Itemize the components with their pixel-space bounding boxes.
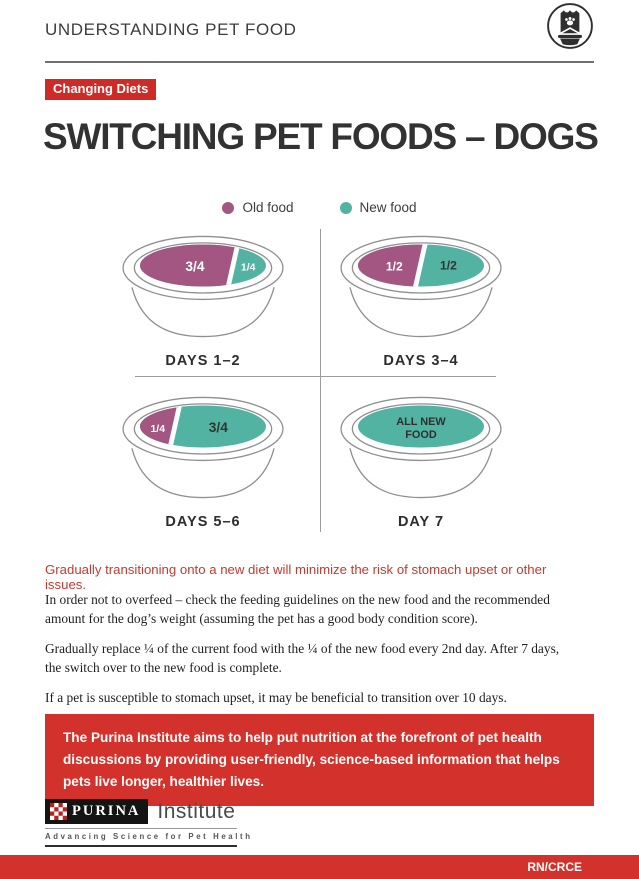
bowl-diagram-days-3-4: 1/2 1/2 DAYS 3–4	[336, 234, 506, 369]
portion-label-old: 1/2	[386, 259, 403, 273]
purina-logo-box: PURINA	[45, 799, 149, 824]
paragraph: Gradually replace ¼ of the current food …	[45, 641, 560, 676]
portion-label-old: 3/4	[185, 259, 204, 274]
portion-label-old: 1/4	[150, 423, 165, 435]
legend-item-new-food: New food	[339, 200, 417, 215]
diagram-horizontal-divider	[135, 376, 496, 377]
footer-bar: RN/CRCE	[0, 855, 639, 879]
legend-item-old-food: Old food	[222, 200, 294, 215]
bowl-diagram-days-1-2: 3/4 1/4 DAYS 1–2	[118, 234, 288, 369]
bowl-caption: DAYS 5–6	[165, 514, 241, 530]
old-food-dot-icon	[222, 201, 235, 214]
body-text: In order not to overfeed – check the fee…	[45, 590, 578, 718]
new-food-dot-icon	[339, 201, 352, 214]
paragraph: In order not to overfeed – check the fee…	[45, 592, 550, 627]
section-badge: Changing Diets	[45, 79, 157, 100]
page-header-title: UNDERSTANDING PET FOOD	[45, 20, 297, 39]
bowl-illustration: ALL NEW FOOD	[340, 396, 502, 499]
portion-label-all-new-line2: FOOD	[405, 429, 437, 441]
logo-row: PURINA Institute	[45, 799, 237, 824]
paragraph: If a pet is susceptible to stomach upset…	[45, 690, 507, 706]
page-title: SWITCHING PET FOODS – DOGS	[43, 116, 599, 157]
purina-institute-logo: PURINA Institute Advancing Science for P…	[45, 799, 253, 847]
purina-institute-callout: The Purina Institute aims to help put nu…	[45, 714, 594, 807]
portion-label-new: 3/4	[209, 420, 228, 435]
legend-label: New food	[359, 200, 417, 215]
lead-sentence: Gradually transitioning onto a new diet …	[45, 562, 547, 592]
brand-suffix: Institute	[157, 799, 236, 823]
legend: Old food New food	[0, 200, 639, 215]
portion-label-new: 1/2	[440, 259, 457, 273]
bowl-diagram-days-5-6: 1/4 3/4 DAYS 5–6	[118, 395, 288, 530]
document-code: RN/CRCE	[527, 860, 582, 874]
header-divider	[45, 61, 594, 63]
bowl-illustration: 3/4 1/4	[122, 235, 284, 338]
legend-label: Old food	[242, 200, 294, 215]
diagram-vertical-divider	[320, 229, 321, 532]
pet-food-bag-bowl-icon	[546, 2, 594, 55]
bowl-caption: DAY 7	[397, 514, 445, 530]
bowl-caption: DAYS 3–4	[383, 353, 459, 369]
checkerboard-icon	[50, 803, 67, 820]
bowl-illustration: 1/4 3/4	[122, 396, 284, 499]
bowl-illustration: 1/2 1/2	[340, 235, 502, 338]
brand-name: PURINA	[72, 803, 141, 819]
bowl-diagram-day-7: ALL NEW FOOD DAY 7	[336, 395, 506, 530]
portion-label-all-new-line1: ALL NEW	[396, 416, 446, 428]
brand-tagline: Advancing Science for Pet Health	[45, 832, 253, 841]
tagline-rule-block: Advancing Science for Pet Health	[45, 828, 253, 847]
bowl-caption: DAYS 1–2	[165, 353, 241, 369]
portion-label-new: 1/4	[241, 261, 256, 273]
